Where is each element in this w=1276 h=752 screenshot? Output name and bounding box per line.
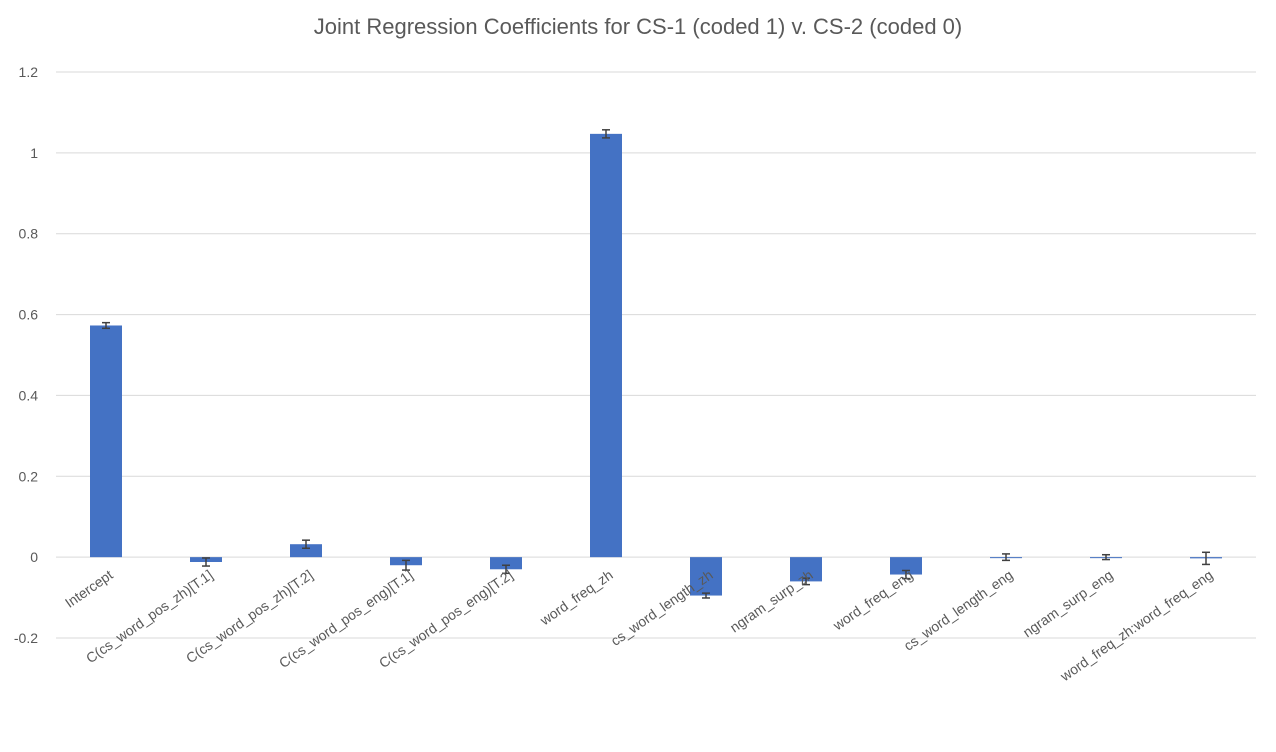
x-tick-label: Intercept [62,566,116,610]
y-tick-label: 1.2 [19,64,39,80]
x-tick-label: word_freq_zh [536,566,615,628]
bar [890,557,922,575]
x-tick-label: cs_word_length_eng [901,566,1016,653]
bar [690,557,722,596]
y-tick-label: 0.8 [19,226,39,242]
bar [290,544,322,558]
y-tick-label: -0.2 [14,630,38,646]
x-tick-label: ngram_surp_eng [1020,566,1116,640]
bar [590,133,622,558]
y-tick-label: 0.2 [19,468,39,484]
chart-title: Joint Regression Coefficients for CS-1 (… [313,14,963,39]
y-tick-label: 0.4 [19,387,39,403]
bar [90,325,122,558]
x-tick-label: ngram_surp_zh [727,566,816,635]
y-tick-label: 1 [30,145,38,161]
y-tick-label: 0.6 [19,307,39,323]
bar [790,557,822,582]
bar [490,557,522,570]
x-tick-label: word_freq_eng [829,566,916,633]
y-tick-label: 0 [30,549,38,565]
x-tick-label: cs_word_length_zh [608,566,716,648]
